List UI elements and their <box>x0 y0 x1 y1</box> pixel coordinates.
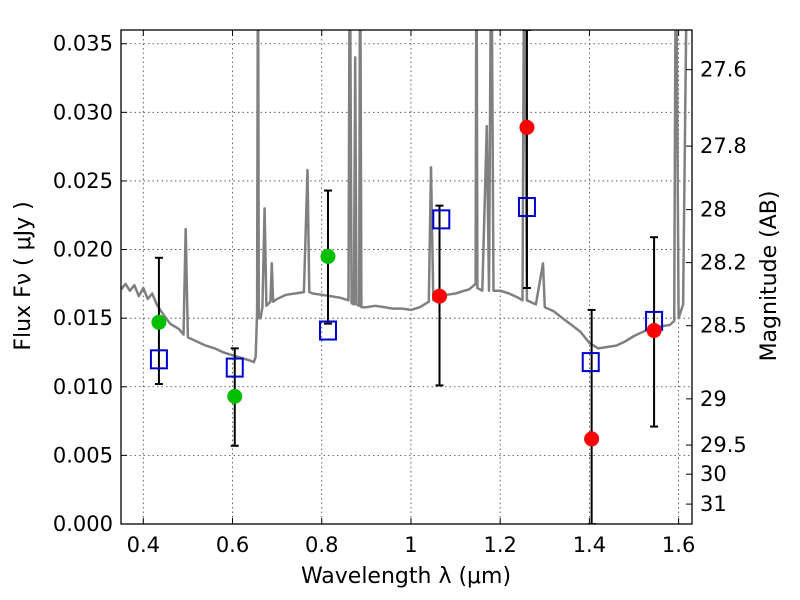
y-tick-label: 0.035 <box>53 32 113 56</box>
x-tick-label: 0.4 <box>127 533 160 557</box>
y-tick-label: 0.010 <box>53 375 113 399</box>
photometry-point <box>646 323 662 339</box>
photometry-point <box>584 431 600 447</box>
x-tick-label: 1.6 <box>662 533 695 557</box>
data-marks <box>121 30 688 524</box>
y-tick-label: 0.020 <box>53 238 113 262</box>
y-tick-label: 0.025 <box>53 169 113 193</box>
photometry-point <box>151 314 167 330</box>
x-tick-label: 1.4 <box>573 533 606 557</box>
y-axis-label: Flux Fν ( μJy ) <box>11 201 36 350</box>
magnitude-tick-label: 28.2 <box>700 251 747 275</box>
model-square-point <box>149 349 168 370</box>
model-square-point <box>318 320 337 341</box>
magnitude-tick-label: 29 <box>700 387 727 411</box>
photometry-point <box>227 388 243 404</box>
photometry-point <box>432 288 448 304</box>
y-tick-label: 0.030 <box>53 100 113 124</box>
magnitude-tick-label: 30 <box>700 462 727 486</box>
plot-frame <box>120 29 693 525</box>
magnitude-tick-label: 28 <box>700 198 727 222</box>
model-square-point <box>432 209 451 230</box>
plot-background <box>121 30 692 524</box>
photometry-point <box>320 248 336 264</box>
model-square-point <box>517 197 536 218</box>
y-tick-label: 0.005 <box>53 443 113 467</box>
axis-ticks: 0.4 0.6 0.8 1 1.2 1.4 1.6 0.000 0.005 0.010 0.015 0… <box>53 30 747 557</box>
magnitude-tick-label: 31 <box>700 492 727 516</box>
x-axis-label: Wavelength λ (μm) <box>301 564 511 589</box>
model-square-point <box>581 352 600 373</box>
spectrum-line <box>121 30 688 364</box>
x-tick-label: 0.8 <box>305 533 338 557</box>
y-tick-label: 0.000 <box>53 512 113 536</box>
magnitude-tick-label: 27.6 <box>700 58 747 82</box>
magnitude-tick-label: 27.8 <box>700 134 747 158</box>
x-tick-label: 1 <box>404 533 417 557</box>
right-axis-label: Magnitude (AB) <box>757 191 782 362</box>
magnitude-tick-label: 28.5 <box>700 314 747 338</box>
x-tick-label: 1.2 <box>483 533 516 557</box>
x-tick-label: 0.6 <box>216 533 249 557</box>
magnitude-tick-label: 29.5 <box>700 433 747 457</box>
model-square-point <box>225 357 244 378</box>
y-tick-label: 0.015 <box>53 306 113 330</box>
photometry-point <box>519 119 535 135</box>
